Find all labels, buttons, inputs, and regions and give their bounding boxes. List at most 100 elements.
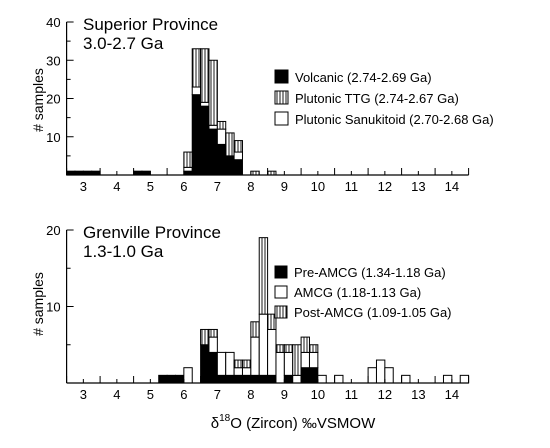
superior-bar-segment bbox=[216, 143, 227, 176]
superior-axes: 10 20 30 40 3 4 5 6 7 8 9 10 11 12 13 14 bbox=[46, 15, 470, 194]
grenville-bar-segment bbox=[275, 344, 285, 353]
grenville-subtitle: 1.3-1.0 Ga bbox=[83, 242, 164, 261]
grenville-bar-segment bbox=[183, 367, 193, 384]
grenville-bar-segment bbox=[300, 367, 310, 384]
superior-bar-segment bbox=[208, 124, 218, 130]
grenville-bar-segment bbox=[317, 374, 327, 384]
superior-bar-segment bbox=[233, 140, 243, 153]
grenville-x-tick-label: 10 bbox=[311, 387, 325, 402]
grenville-x-tick-label: 7 bbox=[214, 387, 221, 402]
grenville-bar-segment bbox=[283, 374, 294, 384]
superior-bar-segment bbox=[208, 128, 218, 176]
superior-bar-segment bbox=[208, 59, 218, 126]
grenville-bar-segment bbox=[174, 374, 185, 384]
grenville-bar-segment bbox=[166, 374, 176, 384]
grenville-legend-label: Post-AMCG (1.09-1.05 Ga) bbox=[294, 305, 452, 320]
grenville-legend-label: AMCG (1.18-1.13 Ga) bbox=[294, 285, 421, 300]
grenville-bar-segment bbox=[401, 374, 411, 384]
superior-bar-segment bbox=[200, 105, 210, 176]
grenville-axes: 10 20 3 4 5 6 7 8 9 10 11 12 13 14 bbox=[46, 223, 470, 402]
grenville-bar-segment bbox=[241, 374, 252, 384]
grenville-bar-segment bbox=[292, 374, 302, 384]
grenville-bar-segment bbox=[200, 328, 210, 346]
grenville-bar-segment bbox=[292, 344, 302, 376]
grenville-y-tick-label: 10 bbox=[46, 300, 60, 315]
grenville-bar-segment bbox=[384, 367, 394, 384]
grenville-bar-segment bbox=[258, 374, 269, 384]
grenville-bar-segment bbox=[241, 359, 252, 369]
grenville-bar-segment bbox=[300, 351, 310, 369]
superior-bar-segment bbox=[191, 94, 202, 176]
superior-x-tick-label: 5 bbox=[147, 179, 154, 194]
superior-bar-segment bbox=[216, 120, 227, 130]
superior-legend-swatch bbox=[274, 69, 289, 84]
grenville-bar-segment bbox=[250, 374, 260, 384]
superior-bar-segment bbox=[233, 159, 243, 176]
grenville-bar-segment bbox=[225, 351, 235, 376]
grenville-bar-segment bbox=[283, 344, 294, 353]
superior-bar-segment bbox=[183, 151, 193, 168]
grenville-bar-segment bbox=[200, 344, 210, 384]
grenville-bar-segment bbox=[308, 367, 319, 384]
superior-title: Superior Province bbox=[83, 15, 218, 34]
grenville-legend: Pre-AMCG (1.34-1.18 Ga) AMCG (1.18-1.13 G… bbox=[274, 265, 452, 320]
superior-bar-segment bbox=[225, 155, 235, 176]
grenville-bar-segment bbox=[216, 351, 227, 376]
grenville-bar-segment bbox=[233, 359, 243, 369]
grenville-bar-segment bbox=[283, 351, 294, 376]
superior-x-tick-label: 4 bbox=[113, 179, 120, 194]
x-axis-title: δ18O (Zircon) ‰VSMOW bbox=[211, 413, 376, 432]
superior-bar-segment bbox=[191, 86, 202, 96]
superior-x-tick-label: 10 bbox=[311, 179, 325, 194]
grenville-bar-segment bbox=[241, 367, 252, 376]
superior-bar-segment bbox=[225, 132, 235, 157]
grenville-bar-segment bbox=[250, 321, 260, 338]
grenville-bar-segment bbox=[267, 313, 277, 330]
superior-x-tick-label: 14 bbox=[445, 179, 459, 194]
grenville-x-tick-label: 5 bbox=[147, 387, 154, 402]
grenville-bar-segment bbox=[208, 336, 218, 353]
superior-y-axis-title: # samples bbox=[30, 68, 46, 132]
grenville-bar-segment bbox=[367, 367, 377, 384]
grenville-bar-segment bbox=[300, 336, 310, 353]
superior-bar-segment bbox=[183, 166, 193, 172]
grenville-bar-segment bbox=[308, 344, 319, 353]
grenville-bar-segment bbox=[334, 374, 344, 384]
superior-legend-label: Plutonic TTG (2.74-2.67 Ga) bbox=[295, 91, 459, 106]
grenville-x-tick-label: 13 bbox=[411, 387, 425, 402]
superior-x-tick-label: 8 bbox=[247, 179, 254, 194]
grenville-x-tick-label: 8 bbox=[247, 387, 254, 402]
grenville-bar-segment bbox=[459, 374, 470, 384]
superior-bar-segment bbox=[200, 48, 210, 103]
grenville-x-tick-label: 3 bbox=[80, 387, 87, 402]
grenville-bar-segment bbox=[158, 374, 168, 384]
superior-x-tick-label: 3 bbox=[80, 179, 87, 194]
superior-x-tick-label: 6 bbox=[180, 179, 187, 194]
grenville-x-tick-label: 4 bbox=[113, 387, 120, 402]
grenville-bar-segment bbox=[208, 328, 218, 338]
grenville-legend-swatch bbox=[274, 265, 288, 279]
grenville-bar-segment bbox=[375, 359, 386, 384]
grenville-bar-segment bbox=[267, 374, 277, 384]
grenville-bar-segment bbox=[267, 328, 277, 376]
superior-x-tick-label: 12 bbox=[378, 179, 392, 194]
grenville-province-panel: 10 20 3 4 5 6 7 8 9 10 11 12 13 14 Grenville Province… bbox=[30, 223, 470, 402]
grenville-bar-segment bbox=[233, 367, 243, 376]
superior-x-tick-label: 9 bbox=[281, 179, 288, 194]
superior-x-tick-label: 13 bbox=[411, 179, 425, 194]
grenville-bar-segment bbox=[275, 351, 285, 384]
superior-y-tick-label: 20 bbox=[46, 92, 60, 107]
grenville-title: Grenville Province bbox=[83, 223, 221, 242]
grenville-bar-segment bbox=[442, 374, 453, 384]
x-axis-title-superscript: 18 bbox=[219, 413, 231, 424]
superior-x-tick-label: 7 bbox=[214, 179, 221, 194]
grenville-bar-segment bbox=[208, 351, 218, 384]
superior-legend: Volcanic (2.74-2.69 Ga) Plutonic TTG (2.7… bbox=[274, 69, 494, 127]
superior-y-tick-label: 30 bbox=[46, 53, 60, 68]
grenville-x-tick-label: 14 bbox=[445, 387, 459, 402]
grenville-bar-segment bbox=[216, 374, 227, 384]
superior-y-tick-label: 40 bbox=[46, 15, 60, 30]
grenville-bar-segment bbox=[308, 351, 319, 369]
superior-y-tick-label: 10 bbox=[46, 130, 60, 145]
